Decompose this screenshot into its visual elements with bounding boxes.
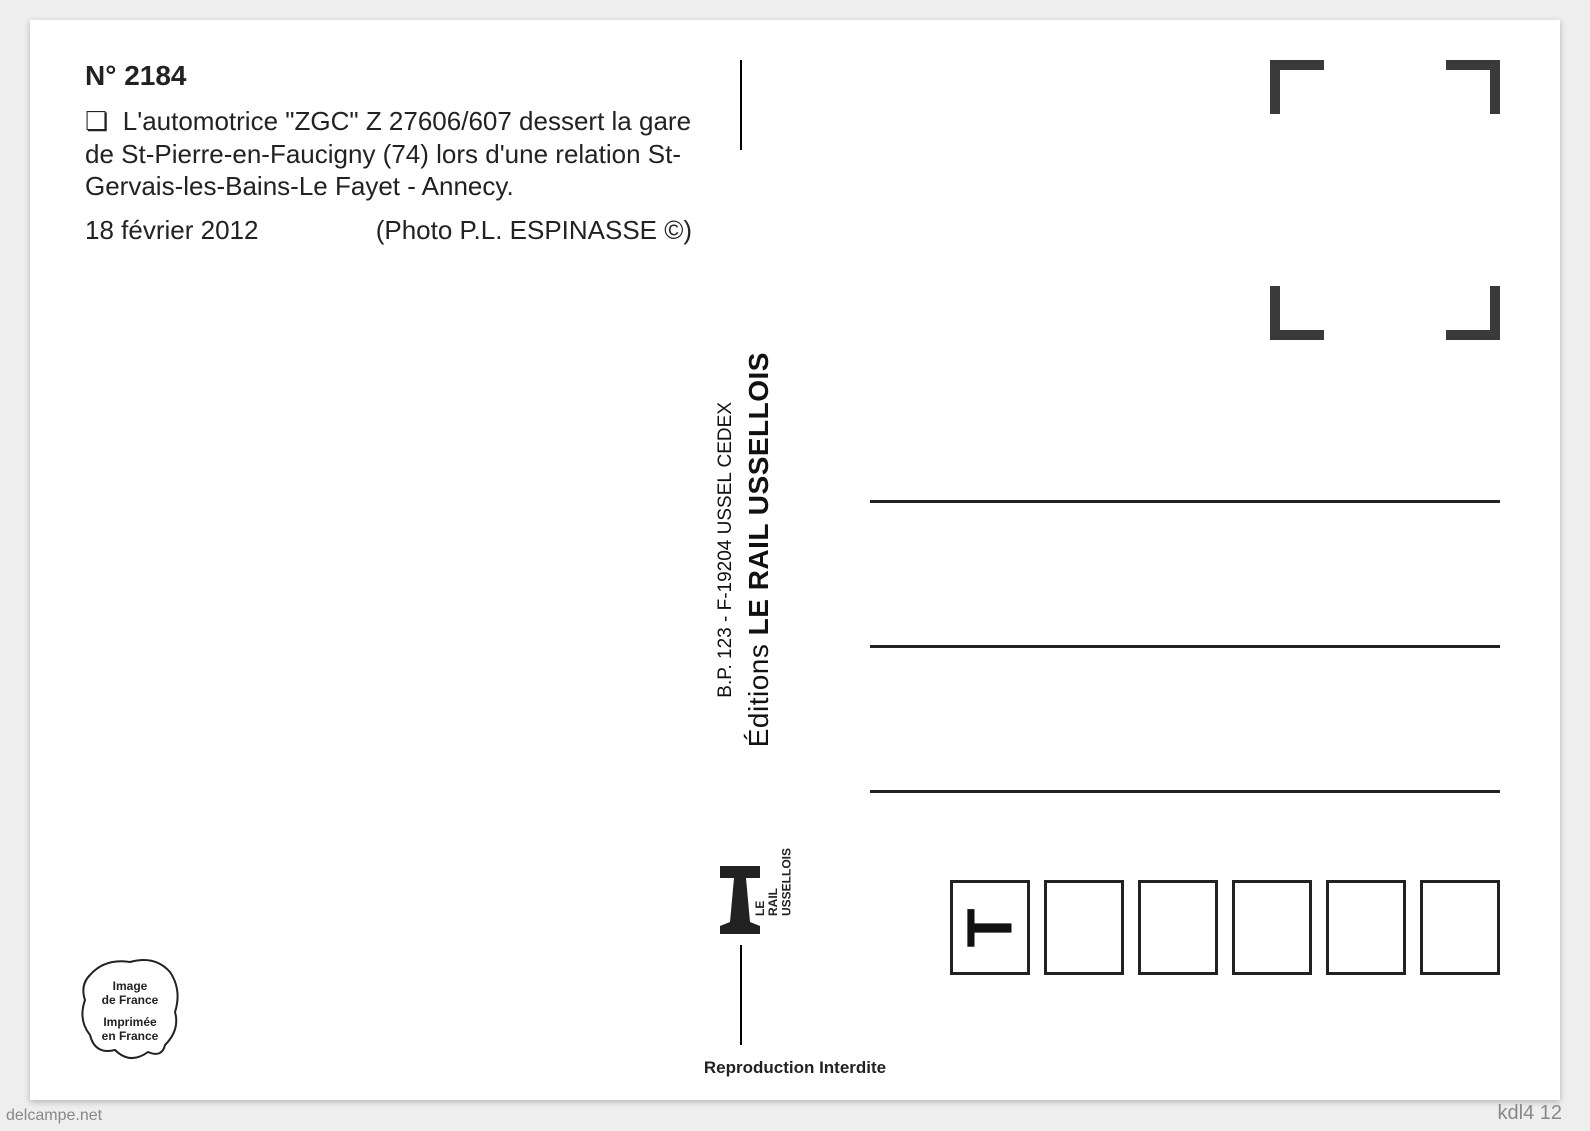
watermark-right: kdl4 12 (1498, 1102, 1563, 1125)
france-line1: Image (113, 979, 148, 993)
postal-code-boxes: T (950, 880, 1500, 975)
watermark-left: delcampe.net (6, 1107, 102, 1125)
stamp-corner-bl (1270, 286, 1324, 340)
publisher-name: Éditions LE RAIL USSELLOIS (743, 352, 775, 747)
stamp-corner-tr (1446, 60, 1500, 114)
bullet-icon: ❏ (85, 106, 108, 136)
photo-date: 18 février 2012 (85, 215, 258, 245)
postal-box-2 (1044, 880, 1124, 975)
france-line4: en France (102, 1029, 159, 1043)
made-in-france-logo: Image de France Imprimée en France (70, 950, 190, 1070)
publisher-block: B.P. 123 - F-19204 USSEL CEDEX Éditions … (670, 170, 820, 930)
france-line2: de France (102, 993, 159, 1007)
publisher-prefix: Éditions (743, 636, 774, 748)
address-line-1 (870, 500, 1500, 503)
rail-icon (720, 866, 760, 934)
stamp-placeholder (1270, 60, 1500, 340)
address-line-3 (870, 790, 1500, 793)
reproduction-notice: Reproduction Interdite (30, 1058, 1560, 1078)
postcard-back: N° 2184 ❏ L'automotrice "ZGC" Z 27606/60… (30, 20, 1560, 1100)
postal-box-5 (1326, 880, 1406, 975)
publisher-name-text: LE RAIL USSELLOIS (743, 352, 774, 635)
france-line3: Imprimée (103, 1015, 157, 1029)
reference-number: N° 2184 (85, 60, 187, 92)
publisher-address: B.P. 123 - F-19204 USSEL CEDEX (715, 402, 737, 698)
rail-logo-line2: RAIL (766, 888, 780, 916)
address-line-2 (870, 645, 1500, 648)
postal-tee-icon: T (958, 908, 1022, 947)
rail-logo-line3: USSELLOIS (779, 848, 793, 916)
postal-box-6 (1420, 880, 1500, 975)
postal-box-4 (1232, 880, 1312, 975)
postal-box-3 (1138, 880, 1218, 975)
france-outline-icon: Image de France Imprimée en France (70, 950, 190, 1070)
stamp-corner-tl (1270, 60, 1324, 114)
postal-box-1: T (950, 880, 1030, 975)
rail-logo: LE RAIL USSELLOIS (700, 830, 790, 940)
center-divider-bottom (740, 945, 742, 1045)
center-divider-top (740, 60, 742, 150)
photo-credit: (Photo P.L. ESPINASSE ©) (376, 215, 692, 245)
description-body: L'automotrice "ZGC" Z 27606/607 dessert … (85, 106, 691, 201)
stamp-corner-br (1446, 286, 1500, 340)
date-credit-line: 18 février 2012 (Photo P.L. ESPINASSE ©) (85, 215, 705, 246)
description-text: ❏ L'automotrice "ZGC" Z 27606/607 desser… (85, 105, 705, 203)
